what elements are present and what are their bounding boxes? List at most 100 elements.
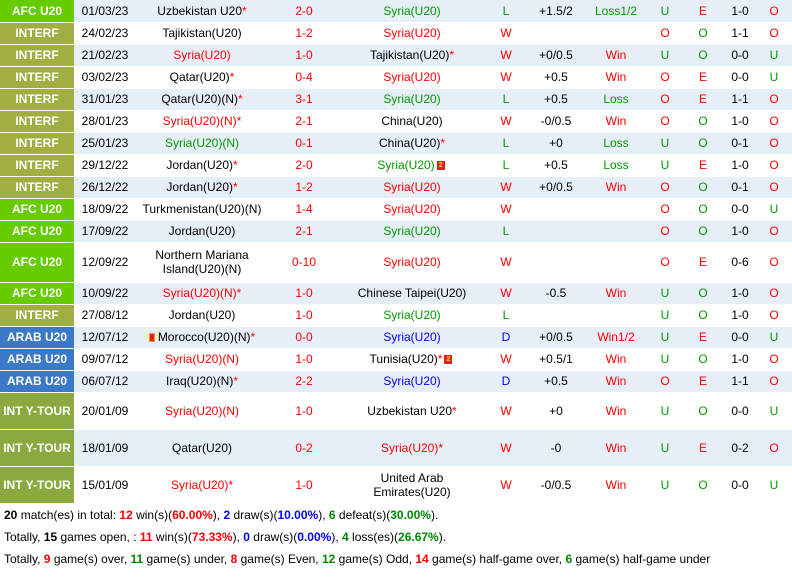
score[interactable]: 0-1 — [268, 132, 340, 155]
away-team-name[interactable]: Chinese Taipei(U20) — [357, 286, 467, 300]
match-row[interactable]: AFC U20 01/03/23 Uzbekistan U20* 2-0 Syria(U… — [0, 0, 792, 23]
home-team-name[interactable]: Qatar(U20) — [171, 440, 233, 455]
score[interactable]: 1-2 — [268, 22, 340, 45]
away-team[interactable]: Syria(U20) — [340, 370, 484, 393]
home-team[interactable]: Qatar(U20)(N)* — [136, 88, 268, 111]
score[interactable]: 1-0 — [268, 392, 340, 430]
home-team-name[interactable]: Jordan(U20) — [168, 308, 236, 322]
score[interactable]: 0-2 — [268, 429, 340, 467]
away-team-name[interactable]: Uzbekistan U20 — [367, 403, 453, 418]
score[interactable]: 1-0 — [268, 304, 340, 327]
away-team[interactable]: Uzbekistan U20* — [340, 392, 484, 430]
home-team[interactable]: Syria(U20)(N)* — [136, 110, 268, 133]
match-row[interactable]: INTERF 26/12/22 Jordan(U20)* 1-2 Syria(U20) W… — [0, 176, 792, 199]
match-row[interactable]: INT Y-TOUR 20/01/09 Syria(U20)(N) 1-0 Uzbeki… — [0, 392, 792, 430]
away-team[interactable]: Syria(U20) — [340, 66, 484, 89]
home-team-name[interactable]: Syria(U20) — [173, 48, 231, 62]
away-team-name[interactable]: Syria(U20) — [383, 374, 441, 388]
home-team[interactable]: Jordan(U20)* — [136, 154, 268, 177]
home-team-name[interactable]: Syria(U20)(N) — [162, 286, 237, 300]
home-team[interactable]: Morocco(U20)(N)* — [136, 326, 268, 349]
away-team-name[interactable]: China(U20) — [381, 114, 443, 128]
league-label[interactable]: INT Y-TOUR — [0, 392, 74, 430]
away-team[interactable]: Syria(U20) — [340, 220, 484, 243]
home-team[interactable]: Syria(U20)(N) — [136, 392, 268, 430]
score[interactable]: 0-10 — [268, 242, 340, 283]
match-row[interactable]: INTERF 03/02/23 Qatar(U20)* 0-4 Syria(U20) W +… — [0, 66, 792, 89]
league-label[interactable]: AFC U20 — [0, 220, 74, 243]
home-team-name[interactable]: Morocco(U20)(N) — [157, 330, 251, 344]
league-label[interactable]: INTERF — [0, 154, 74, 177]
match-row[interactable]: AFC U20 17/09/22 Jordan(U20) 2-1 Syria(U20) L… — [0, 220, 792, 243]
home-team-name[interactable]: Jordan(U20) — [168, 224, 236, 238]
match-row[interactable]: ARAB U20 06/07/12 Iraq(U20)(N)* 2-2 Syria(U2… — [0, 370, 792, 393]
league-label[interactable]: INTERF — [0, 110, 74, 133]
match-row[interactable]: AFC U20 10/09/22 Syria(U20)(N)* 1-0 Chinese … — [0, 282, 792, 305]
home-team[interactable]: Iraq(U20)(N)* — [136, 370, 268, 393]
home-team[interactable]: Tajikistan(U20) — [136, 22, 268, 45]
match-row[interactable]: INTERF 28/01/23 Syria(U20)(N)* 2-1 China(U20… — [0, 110, 792, 133]
league-label[interactable]: INTERF — [0, 44, 74, 67]
away-team[interactable]: China(U20)* — [340, 132, 484, 155]
match-row[interactable]: INT Y-TOUR 15/01/09 Syria(U20)* 1-0 United A… — [0, 466, 792, 504]
match-row[interactable]: INTERF 27/08/12 Jordan(U20) 1-0 Syria(U20) L U… — [0, 304, 792, 327]
home-team[interactable]: Qatar(U20)* — [136, 66, 268, 89]
match-row[interactable]: ARAB U20 09/07/12 Syria(U20)(N) 1-0 Tunisia(… — [0, 348, 792, 371]
away-team[interactable]: China(U20) — [340, 110, 484, 133]
league-label[interactable]: INTERF — [0, 22, 74, 45]
league-label[interactable]: INTERF — [0, 304, 74, 327]
league-label[interactable]: AFC U20 — [0, 0, 74, 23]
away-team-name[interactable]: Syria(U20) — [383, 224, 441, 238]
score[interactable]: 0-0 — [268, 326, 340, 349]
home-team-name[interactable]: Syria(U20)(N) — [164, 352, 239, 366]
away-team[interactable]: Syria(U20) — [340, 22, 484, 45]
match-row[interactable]: INT Y-TOUR 18/01/09 Qatar(U20) 0-2 Syria(U20… — [0, 429, 792, 467]
away-team[interactable]: Syria(U20) — [340, 176, 484, 199]
home-team[interactable]: Syria(U20) — [136, 44, 268, 67]
match-row[interactable]: INTERF 29/12/22 Jordan(U20)* 2-0 Syria(U20) 2… — [0, 154, 792, 177]
away-team-name[interactable]: Syria(U20) — [383, 330, 441, 344]
league-label[interactable]: ARAB U20 — [0, 326, 74, 349]
home-team-name[interactable]: Jordan(U20) — [166, 158, 234, 172]
score[interactable]: 1-0 — [268, 466, 340, 504]
away-team[interactable]: Syria(U20) — [340, 88, 484, 111]
match-row[interactable]: AFC U20 12/09/22 Northern Mariana Island(U… — [0, 242, 792, 283]
league-label[interactable]: INTERF — [0, 88, 74, 111]
home-team-name[interactable]: Syria(U20) — [170, 477, 229, 492]
league-label[interactable]: INTERF — [0, 66, 74, 89]
away-team-name[interactable]: Syria(U20) — [383, 26, 441, 40]
home-team[interactable]: Uzbekistan U20* — [136, 0, 268, 23]
home-team[interactable]: Jordan(U20) — [136, 304, 268, 327]
league-label[interactable]: INTERF — [0, 176, 74, 199]
home-team-name[interactable]: Uzbekistan U20 — [157, 3, 243, 18]
home-team-name[interactable]: Syria(U20)(N) — [162, 114, 237, 128]
league-label[interactable]: AFC U20 — [0, 198, 74, 221]
match-row[interactable]: INTERF 24/02/23 Tajikistan(U20) 1-2 Syria(U2… — [0, 22, 792, 45]
home-team-name[interactable]: Syria(U20)(N) — [164, 136, 239, 150]
home-team[interactable]: Jordan(U20)* — [136, 176, 268, 199]
away-team-name[interactable]: Syria(U20) — [383, 92, 441, 106]
score[interactable]: 1-0 — [268, 44, 340, 67]
away-team-name[interactable]: Tajikistan(U20) — [369, 48, 450, 62]
league-label[interactable]: INTERF — [0, 132, 74, 155]
match-row[interactable]: INTERF 31/01/23 Qatar(U20)(N)* 3-1 Syria(U20… — [0, 88, 792, 111]
score[interactable]: 1-4 — [268, 198, 340, 221]
home-team-name[interactable]: Tajikistan(U20) — [162, 26, 242, 40]
away-team[interactable]: Tunisia(U20)* 2 — [340, 348, 484, 371]
match-row[interactable]: AFC U20 18/09/22 Turkmenistan(U20)(N) 1-4 Sy… — [0, 198, 792, 221]
home-team-name[interactable]: Qatar(U20) — [169, 70, 230, 84]
away-team[interactable]: Syria(U20)* — [340, 429, 484, 467]
home-team[interactable]: Syria(U20)(N)* — [136, 282, 268, 305]
league-label[interactable]: INT Y-TOUR — [0, 429, 74, 467]
away-team[interactable]: Chinese Taipei(U20) — [340, 282, 484, 305]
home-team[interactable]: Jordan(U20) — [136, 220, 268, 243]
match-row[interactable]: ARAB U20 12/07/12 Morocco(U20)(N)* 0-0 Syria… — [0, 326, 792, 349]
away-team[interactable]: United Arab Emirates(U20) — [340, 466, 484, 504]
home-team[interactable]: Turkmenistan(U20)(N) — [136, 198, 268, 221]
away-team-name[interactable]: Syria(U20) — [383, 180, 441, 194]
away-team-name[interactable]: Syria(U20) — [377, 158, 435, 172]
away-team-name[interactable]: United Arab Emirates(U20) — [373, 470, 451, 499]
home-team-name[interactable]: Qatar(U20)(N) — [161, 92, 238, 106]
away-team[interactable]: Syria(U20) — [340, 198, 484, 221]
home-team-name[interactable]: Turkmenistan(U20)(N) — [142, 202, 262, 216]
